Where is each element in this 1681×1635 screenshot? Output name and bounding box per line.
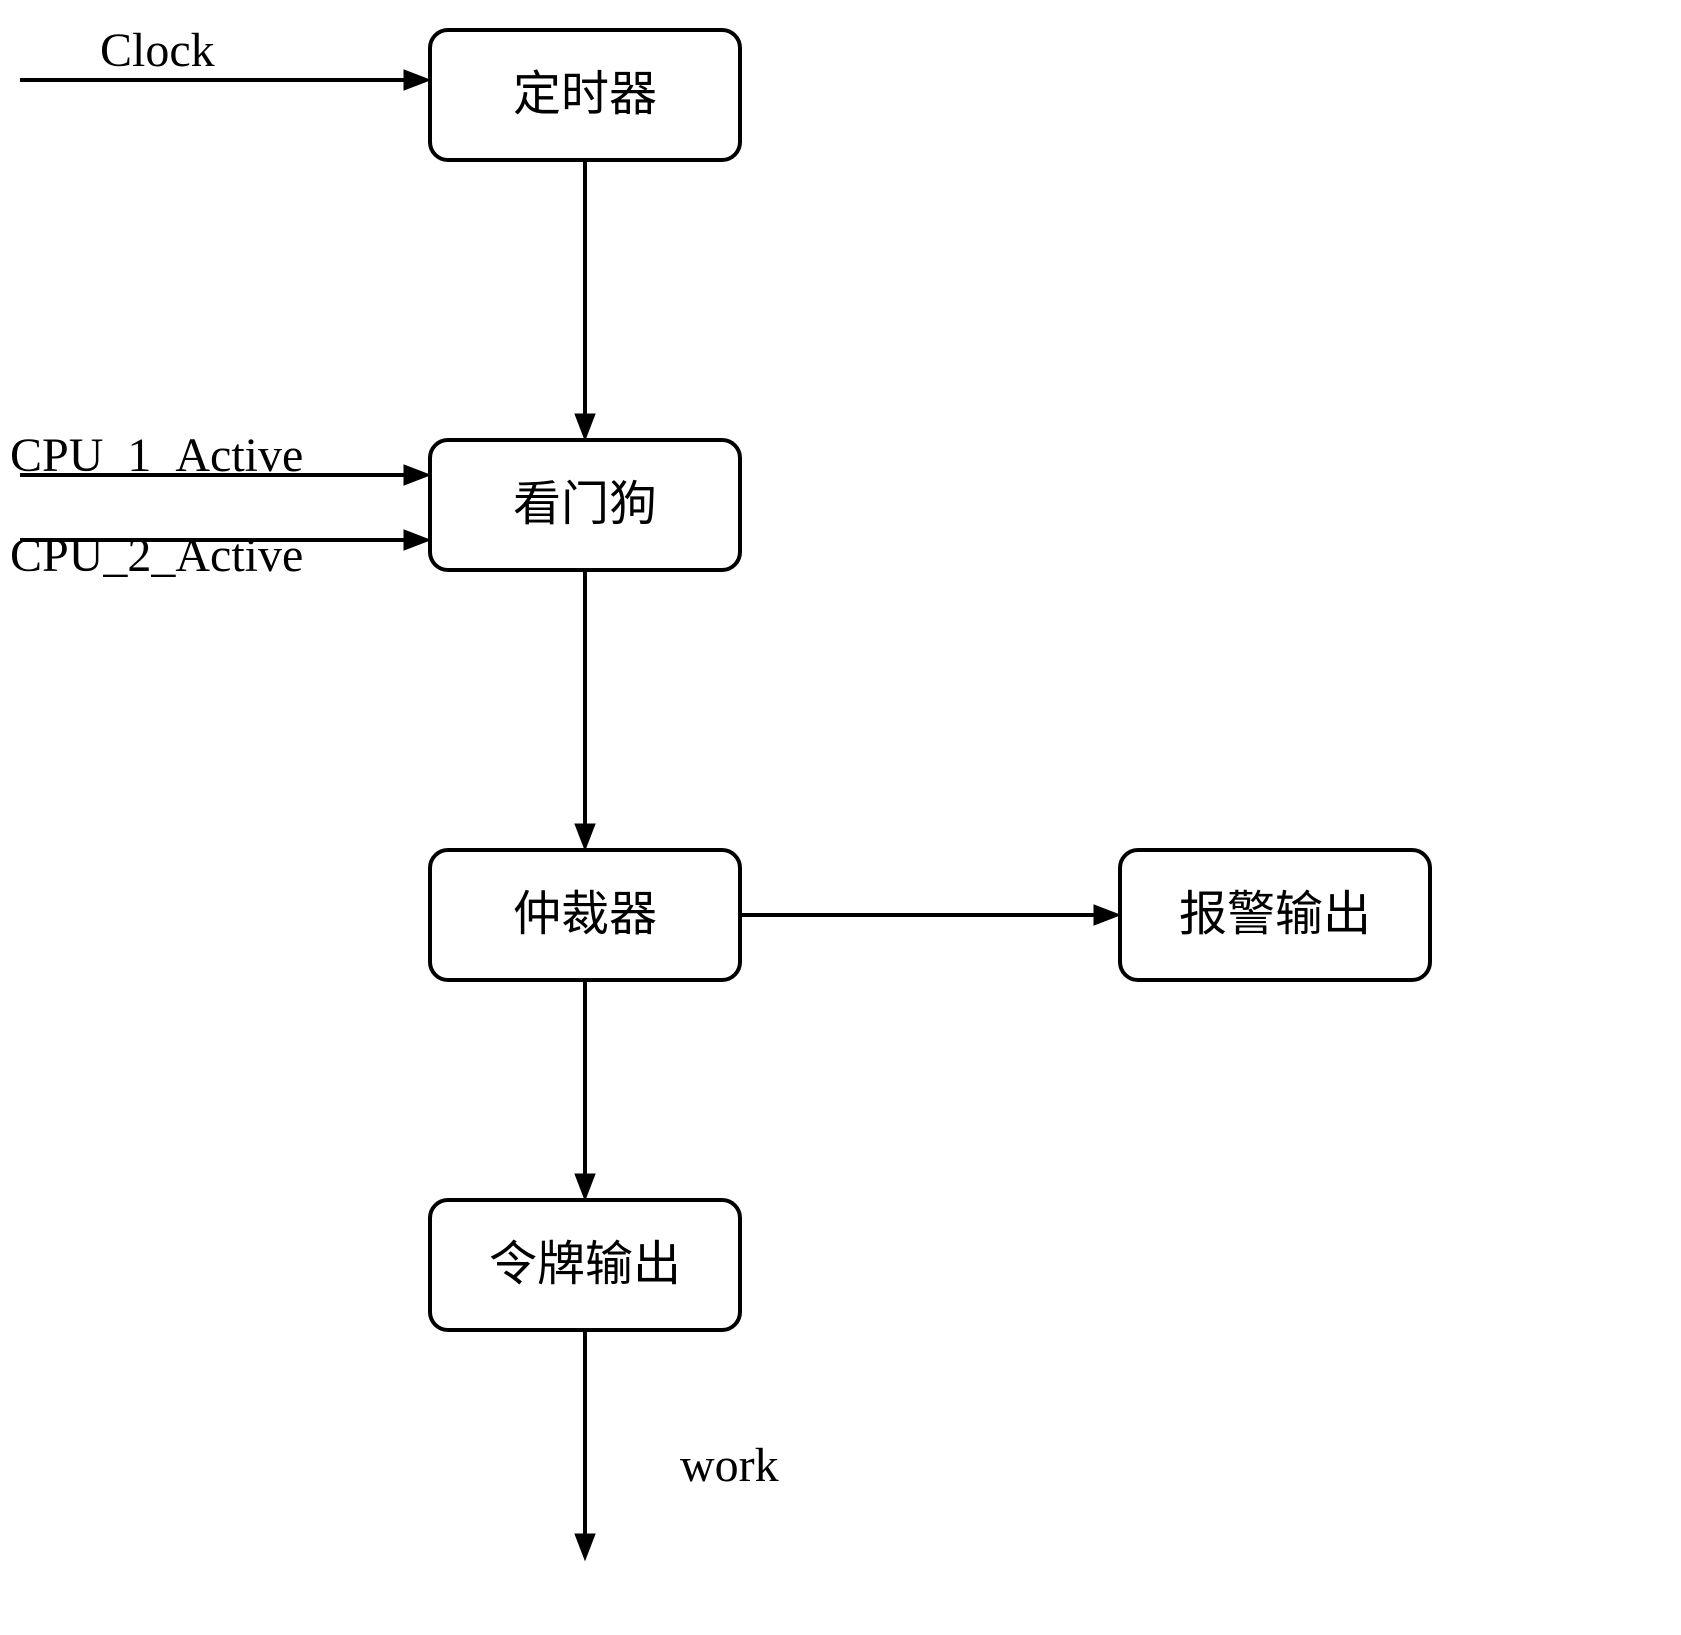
arbiter-label: 仲裁器 [513,888,657,941]
token-label: 令牌输出 [489,1238,681,1291]
token-to-work-arrowhead [575,1534,595,1560]
arbiter-to-alarm-arrowhead [1094,905,1120,925]
watchdog-label: 看门狗 [513,478,657,531]
watchdog-to-arbiter-arrowhead [575,824,595,850]
clock-signal-label: Clock [100,24,215,77]
cpu2-signal-label: CPU_2_Active [10,529,303,582]
clock-to-timer-arrowhead [404,70,430,90]
arbiter-to-token-arrowhead [575,1174,595,1200]
alarm-label: 报警输出 [1179,888,1371,941]
work-signal-label: work [680,1439,779,1492]
cpu2-to-watchdog-arrowhead [404,530,430,550]
cpu1-to-watchdog-arrowhead [404,465,430,485]
cpu1-signal-label: CPU_1_Active [10,429,303,482]
timer-to-watchdog-arrowhead [575,414,595,440]
timer-label: 定时器 [513,68,657,121]
